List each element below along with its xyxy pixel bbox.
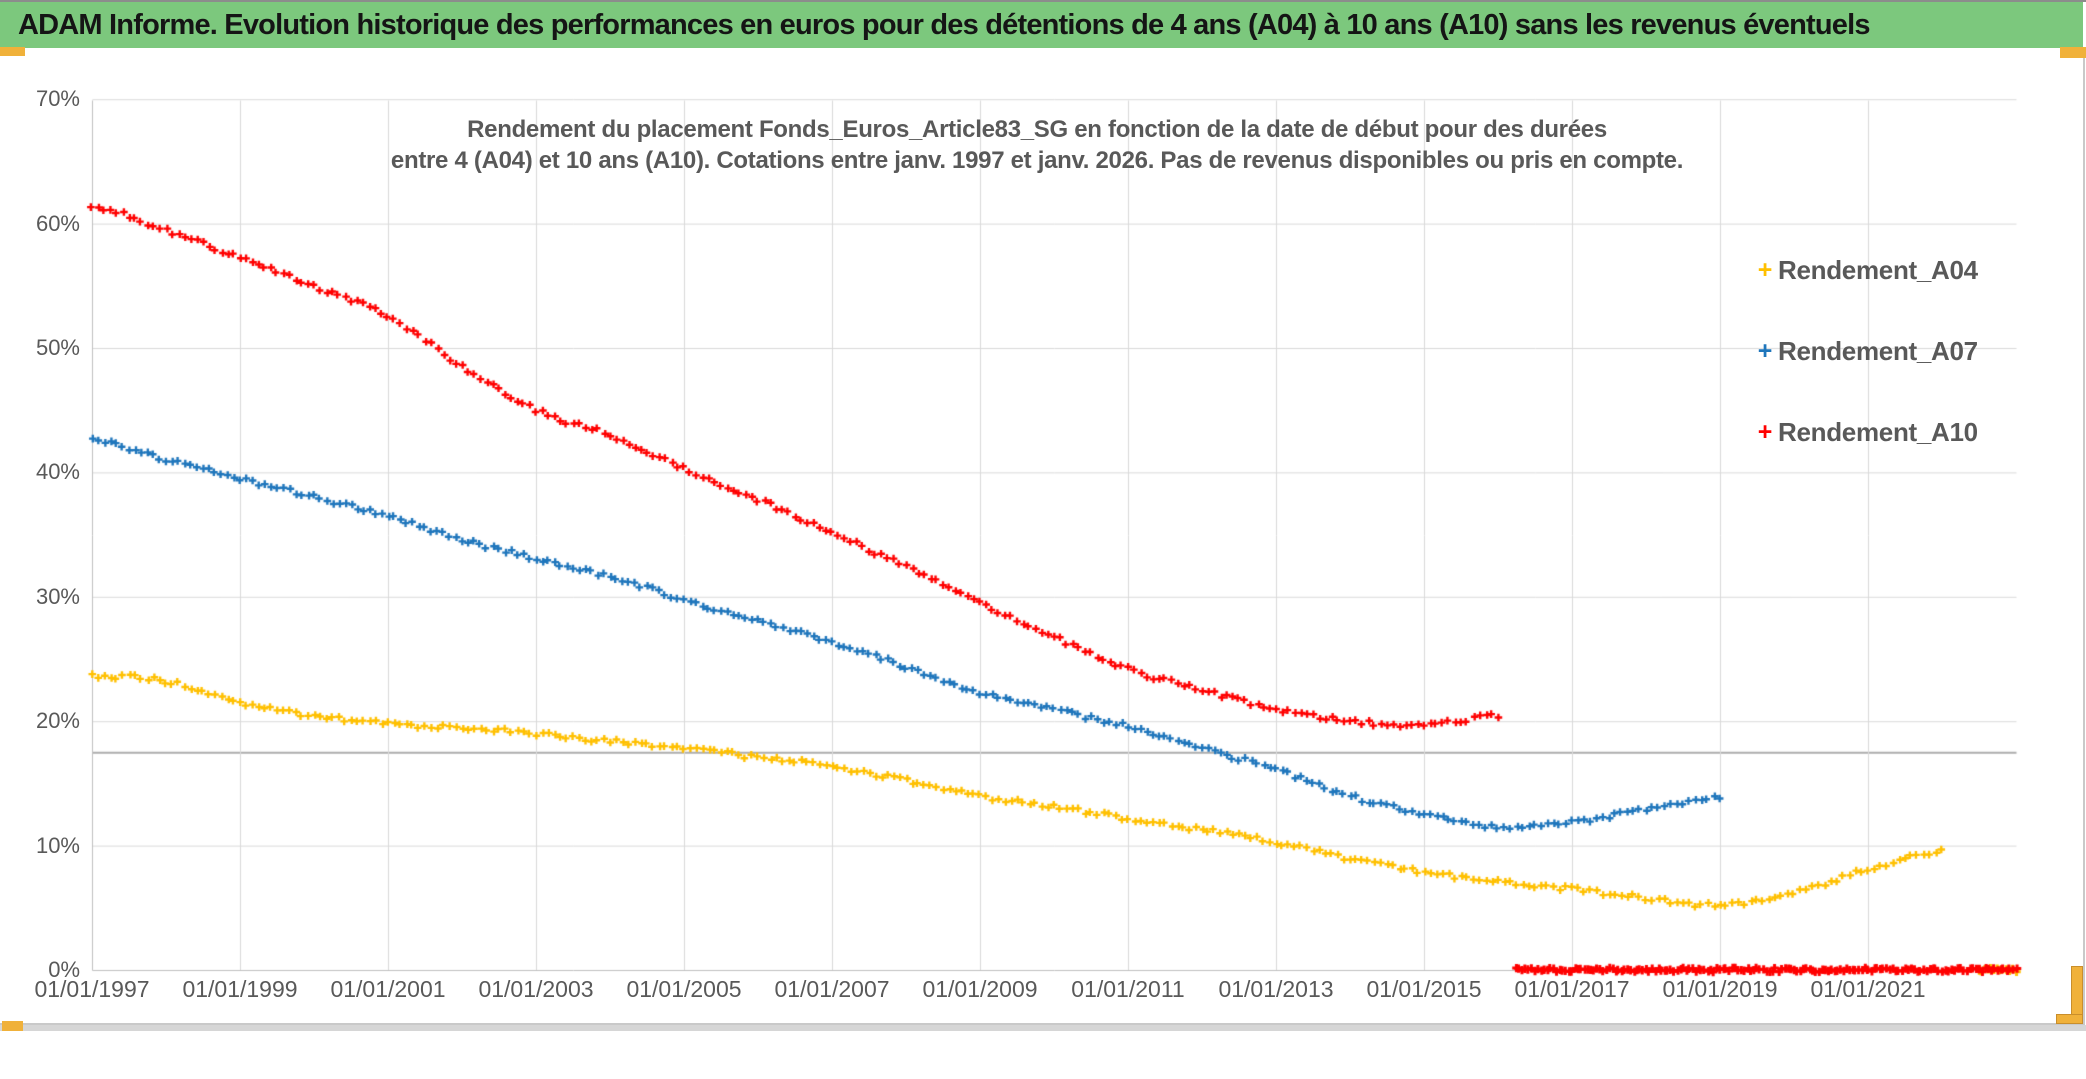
legend-label: Rendement_A07: [1778, 335, 1978, 366]
x-axis-tick-label: 01/01/2021: [1810, 976, 1926, 1002]
y-axis-tick-label: 10%: [35, 832, 80, 858]
orange-accent-bottom-left: [2, 1021, 23, 1031]
plus-marker-icon: +: [1757, 337, 1773, 365]
y-axis-tick-label: 40%: [35, 459, 80, 485]
y-axis-tick-label: 60%: [35, 210, 80, 236]
plot-canvas[interactable]: [0, 48, 2086, 1079]
y-axis-tick-label: 20%: [35, 708, 80, 734]
plus-marker-icon: +: [1757, 256, 1773, 284]
x-axis-tick-label: 01/01/1997: [34, 976, 150, 1002]
x-axis-tick-label: 01/01/2017: [1514, 976, 1630, 1002]
legend-label: Rendement_A10: [1778, 416, 1978, 447]
x-axis-tick-label: 01/01/2011: [1071, 976, 1185, 1002]
orange-accent-bottom-right-foot: [2056, 1014, 2083, 1024]
legend-item-rendement-a04[interactable]: + Rendement_A04: [1752, 252, 1978, 288]
chart-title: Rendement du placement Fonds_Euros_Artic…: [337, 114, 1737, 176]
chart-area[interactable]: Rendement du placement Fonds_Euros_Artic…: [0, 48, 2086, 1079]
y-axis-tick-label: 50%: [35, 335, 80, 360]
x-axis-tick-label: 01/01/2015: [1366, 976, 1482, 1002]
x-axis-tick-label: 01/01/2009: [922, 976, 1038, 1002]
chart-bottom-border: [0, 1023, 2085, 1025]
x-axis-tick-label: 01/01/2005: [626, 976, 742, 1002]
window-top-edge: [0, 0, 2086, 2]
x-axis-tick-label: 01/01/2019: [1662, 976, 1778, 1002]
y-axis-tick-label: 30%: [35, 583, 80, 609]
y-axis-tick-label: 70%: [35, 86, 80, 112]
legend-label: Rendement_A04: [1778, 254, 1978, 285]
x-axis-tick-label: 01/01/2013: [1218, 976, 1334, 1002]
x-axis-tick-label: 01/01/2007: [774, 976, 890, 1002]
header-banner: ADAM Informe. Evolution historique des p…: [0, 2, 2083, 48]
bottom-strip: [0, 1025, 2086, 1031]
x-axis-tick-label: 01/01/2003: [478, 976, 594, 1002]
chart-title-line1: Rendement du placement Fonds_Euros_Artic…: [467, 116, 1607, 143]
orange-accent-top-right: [2060, 47, 2086, 58]
chart-right-border: [2083, 48, 2085, 1025]
plus-marker-icon: +: [1757, 418, 1773, 446]
y-axis-tick-label: 0%: [48, 957, 80, 982]
orange-accent-top-left: [0, 47, 25, 56]
page-title: ADAM Informe. Evolution historique des p…: [18, 8, 1870, 41]
legend-item-rendement-a10[interactable]: + Rendement_A10: [1752, 414, 1978, 450]
x-axis-tick-label: 01/01/2001: [330, 976, 446, 1002]
chart-title-line2: entre 4 (A04) et 10 ans (A10). Cotations…: [390, 147, 1684, 174]
x-axis-tick-label: 01/01/1999: [182, 976, 298, 1002]
legend-item-rendement-a07[interactable]: + Rendement_A07: [1752, 333, 1978, 369]
